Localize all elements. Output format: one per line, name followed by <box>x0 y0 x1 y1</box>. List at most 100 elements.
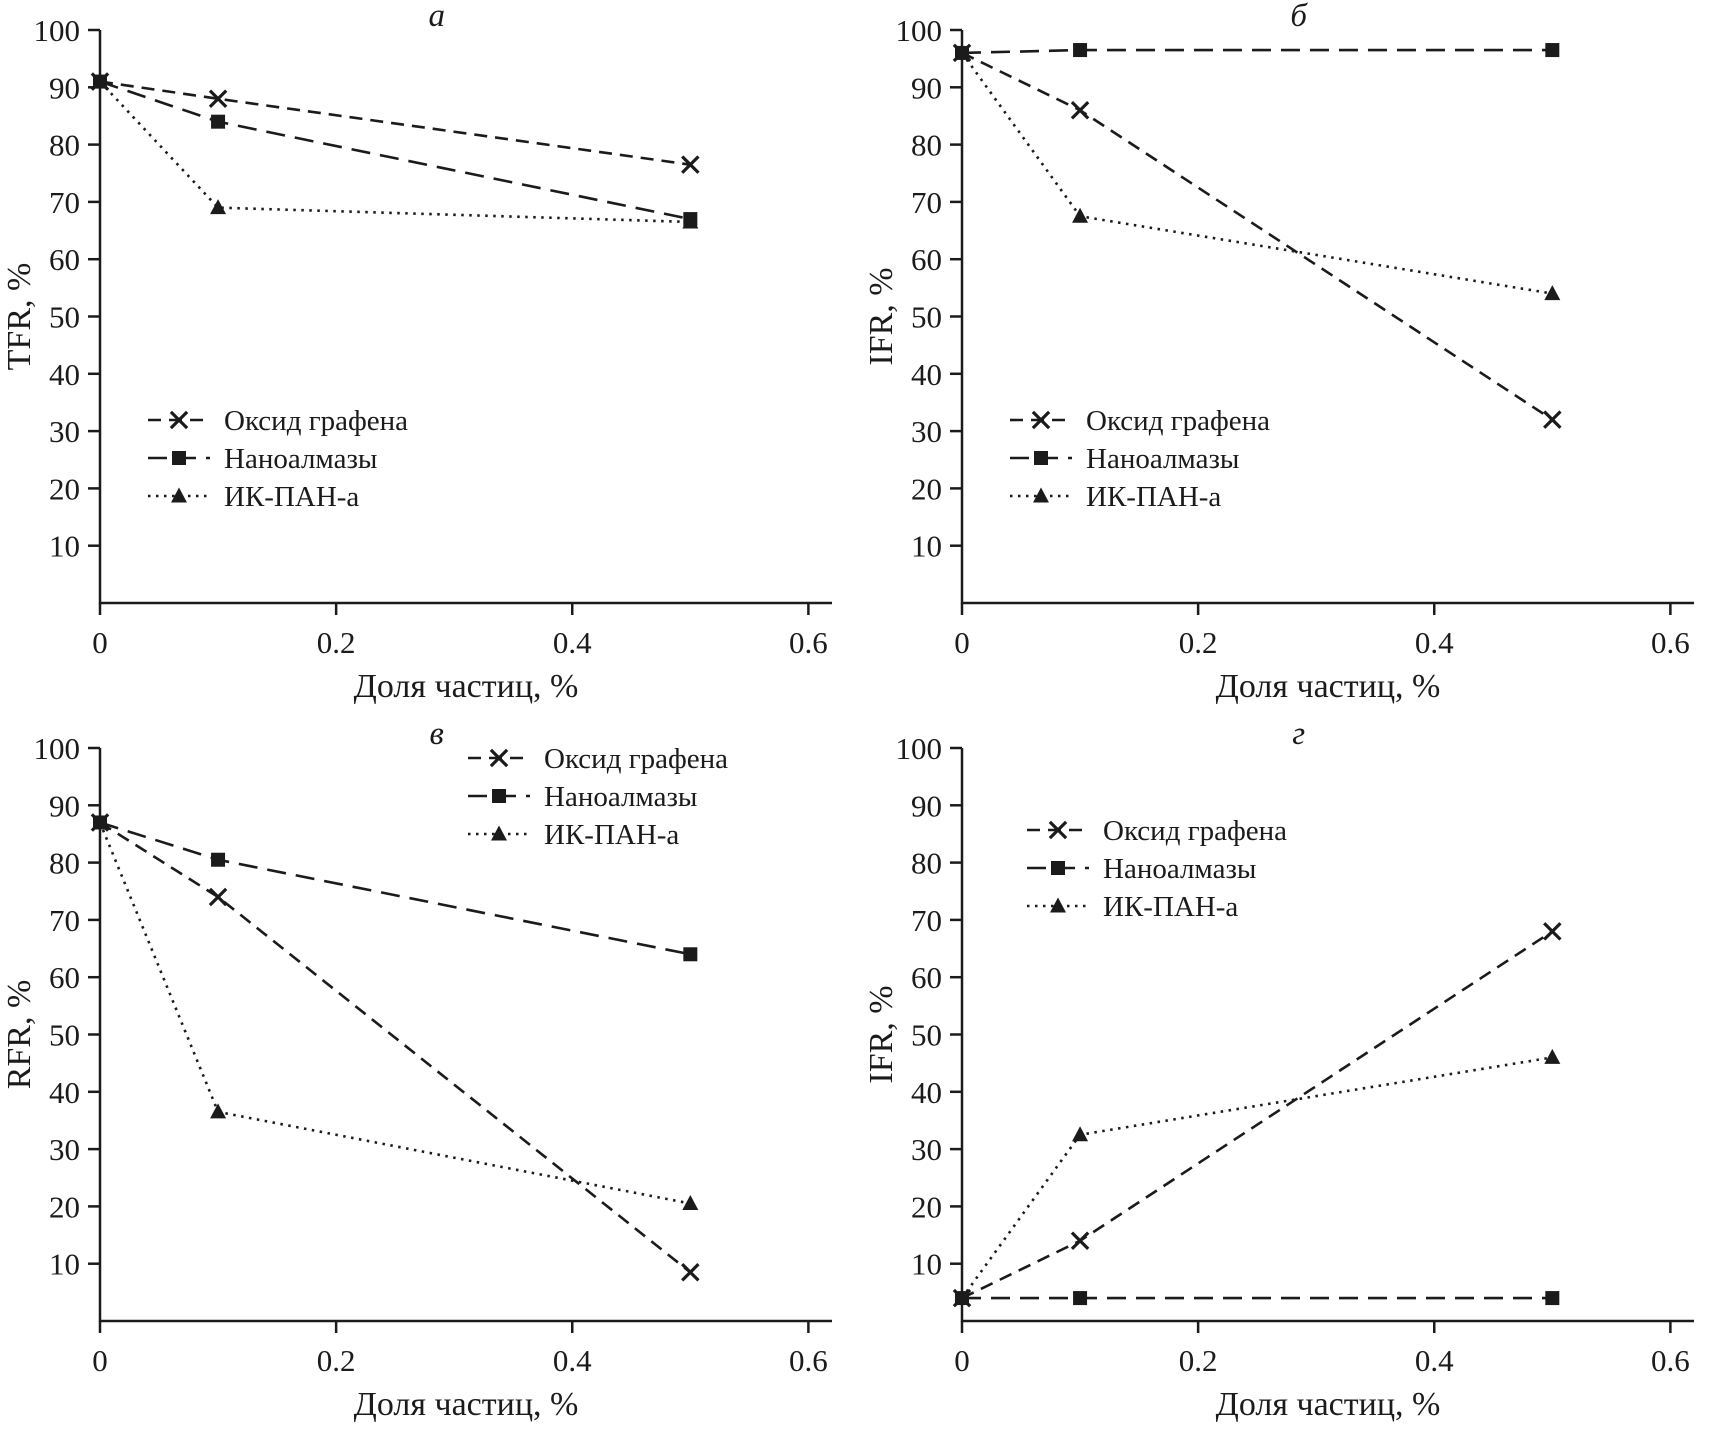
y-axis-label: RFR, % <box>1 980 38 1090</box>
marker-square <box>211 852 226 867</box>
marker-triangle <box>954 44 970 60</box>
series-line <box>99 80 691 221</box>
x-tick-label: 0.2 <box>1179 1343 1218 1378</box>
y-tick-label: 50 <box>49 300 80 335</box>
series-1 <box>90 813 700 1282</box>
marker-triangle <box>1544 1048 1561 1064</box>
x-axis-label: Доля частиц, % <box>1216 668 1441 705</box>
marker-triangle <box>682 1195 699 1211</box>
marker-square <box>492 789 506 803</box>
marker-triangle <box>954 1289 970 1305</box>
axes <box>98 748 832 1323</box>
y-tick-label: 70 <box>49 903 80 938</box>
x-tick-label: 0.4 <box>553 625 592 660</box>
marker-triangle <box>682 213 699 229</box>
y-tick-label: 50 <box>49 1018 80 1053</box>
y-tick-label: 60 <box>49 242 80 277</box>
x-tick-label: 0.6 <box>789 625 828 660</box>
marker-square <box>683 947 698 962</box>
marker-triangle <box>92 813 108 829</box>
y-tick-label: 40 <box>49 357 80 392</box>
marker-x <box>681 155 700 174</box>
legend-item-2: Наноалмазы <box>1027 853 1256 885</box>
marker-square <box>211 114 226 129</box>
x-tick-label: 0 <box>92 625 108 660</box>
y-axis-ticks: 10 20 30 40 50 60 70 80 90 100 <box>34 13 100 564</box>
marker-x <box>1543 410 1562 429</box>
marker-triangle <box>92 73 108 89</box>
x-axis-ticks: 0 0.2 0.4 0.6 <box>954 1321 1690 1378</box>
y-axis-ticks: 10 20 30 40 50 60 70 80 90 100 <box>896 13 962 564</box>
y-tick-label: 40 <box>49 1075 80 1110</box>
marker-triangle <box>210 199 227 215</box>
y-tick-label: 10 <box>911 529 942 564</box>
legend-label: ИК-ПАН-а <box>1103 891 1238 923</box>
series-line <box>960 1056 1553 1299</box>
y-tick-label: 100 <box>34 731 81 766</box>
chart-panel-a: 10 20 30 40 50 60 70 80 90 100 0 0.2 0.4 0.6 Доля част… <box>0 0 862 718</box>
legend-item-1: Оксид графена <box>1027 815 1287 847</box>
chart-svg-g: 10 20 30 40 50 60 70 80 90 100 0 0.2 0.4 0.6 Доля част… <box>863 718 1694 1423</box>
axes <box>960 748 1694 1323</box>
axis-lines <box>98 30 832 605</box>
legend-item-1: Оксид графена <box>1010 405 1270 437</box>
x-tick-label: 0.4 <box>553 1343 592 1378</box>
x-tick-label: 0.4 <box>1415 625 1454 660</box>
series-line <box>961 930 1554 1300</box>
chart-svg-a: 10 20 30 40 50 60 70 80 90 100 0 0.2 0.4 0.6 Доля част… <box>1 0 832 705</box>
y-tick-label: 10 <box>911 1247 942 1282</box>
chart-panel-v: 10 20 30 40 50 60 70 80 90 100 0 0.2 0.4 0.6 Доля част… <box>0 718 862 1437</box>
y-tick-label: 20 <box>49 1189 80 1224</box>
chart-panel-g: 10 20 30 40 50 60 70 80 90 100 0 0.2 0.4 0.6 Доля част… <box>862 718 1725 1437</box>
y-tick-label: 90 <box>911 70 942 105</box>
y-tick-label: 30 <box>49 414 80 449</box>
legend: Оксид графена Наноалмазы ИК-ПАН-а <box>1010 405 1270 513</box>
marker-square <box>1073 1291 1088 1306</box>
series-3 <box>954 1048 1561 1305</box>
y-axis-ticks: 10 20 30 40 50 60 70 80 90 100 <box>896 731 962 1282</box>
y-tick-label: 20 <box>49 471 80 506</box>
y-tick-label: 30 <box>49 1132 80 1167</box>
marker-square <box>172 451 186 465</box>
legend-label: Оксид графена <box>224 405 408 437</box>
legend-item-3: ИК-ПАН-а <box>148 481 359 513</box>
marker-x <box>169 410 189 430</box>
legend-item-1: Оксид графена <box>148 405 408 437</box>
panel-title: в <box>430 718 444 752</box>
x-tick-label: 0.4 <box>1415 1343 1454 1378</box>
legend-item-3: ИК-ПАН-а <box>1010 481 1221 513</box>
x-tick-label: 0.6 <box>1651 1343 1690 1378</box>
legend: Оксид графена Наноалмазы ИК-ПАН-а <box>468 743 728 851</box>
legend-item-2: Наноалмазы <box>468 781 697 813</box>
panel-title: б <box>1290 0 1308 34</box>
marker-square <box>1073 43 1088 58</box>
y-tick-label: 70 <box>911 903 942 938</box>
y-tick-label: 50 <box>911 1018 942 1053</box>
marker-square <box>1545 43 1560 58</box>
series-line <box>99 80 691 166</box>
marker-x <box>489 748 509 768</box>
x-axis-label: Доля частиц, % <box>354 1386 579 1423</box>
series-1 <box>952 922 1562 1308</box>
y-tick-label: 90 <box>49 788 80 823</box>
marker-x <box>1543 922 1562 941</box>
y-tick-label: 30 <box>911 1132 942 1167</box>
legend-label: Наноалмазы <box>544 781 697 813</box>
x-tick-label: 0 <box>92 1343 108 1378</box>
axis-lines <box>960 30 1694 605</box>
y-tick-label: 60 <box>49 960 80 995</box>
marker-x <box>1048 820 1068 840</box>
y-tick-label: 80 <box>911 846 942 881</box>
marker-x <box>208 89 228 109</box>
y-tick-label: 40 <box>911 1075 942 1110</box>
marker-triangle <box>1033 487 1049 503</box>
marker-triangle <box>1544 285 1561 301</box>
y-tick-label: 40 <box>911 357 942 392</box>
marker-x <box>681 1263 700 1282</box>
axis-lines <box>960 748 1694 1323</box>
y-tick-label: 90 <box>911 788 942 823</box>
y-axis-ticks: 10 20 30 40 50 60 70 80 90 100 <box>34 731 100 1282</box>
legend-label: Оксид графена <box>1103 815 1287 847</box>
series-3 <box>92 73 699 229</box>
marker-x <box>1031 410 1051 430</box>
